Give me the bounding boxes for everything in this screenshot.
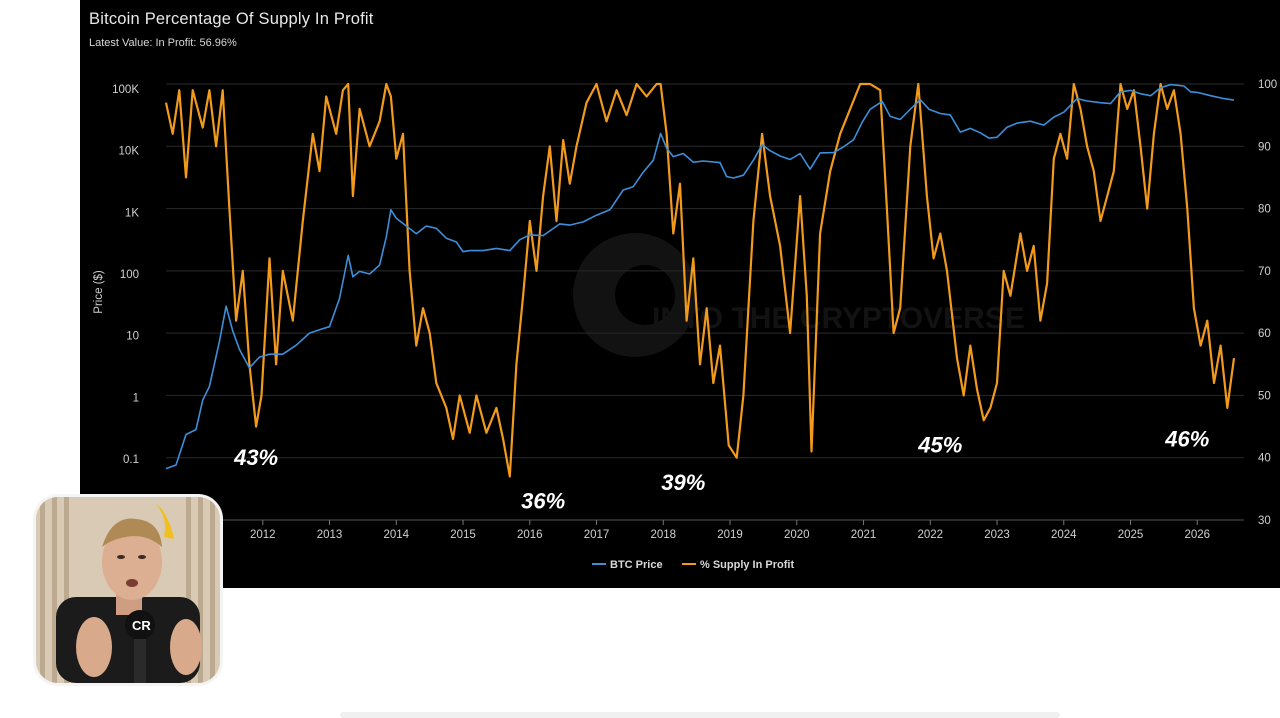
x-tick-label: 2022: [917, 529, 943, 541]
y-right-tick-label: 100: [1258, 79, 1277, 91]
presenter-video: CR: [36, 497, 220, 683]
x-tick-label: 2016: [517, 529, 543, 541]
chart-panel: Bitcoin Percentage Of Supply In Profit L…: [80, 0, 1280, 588]
cycle-low-annotation: 36%: [521, 489, 565, 514]
y-right-tick-label: 60: [1258, 328, 1271, 340]
series-layer: [164, 82, 1236, 478]
webcam-overlay: CR: [36, 497, 220, 683]
annotations: 43% 36% 39% 45% 46%: [233, 426, 1209, 513]
bottom-scroll-hint: [340, 712, 1060, 718]
x-tick-label: 2021: [851, 529, 877, 541]
cycle-low-annotation: 46%: [1164, 426, 1209, 451]
y-left-tick-label: 1: [133, 392, 139, 404]
legend-label-btc-price[interactable]: BTC Price: [610, 559, 663, 571]
y-left-tick-label: 1K: [125, 207, 139, 219]
series-line-supply-in-profit: [164, 82, 1236, 478]
x-tick-label: 2024: [1051, 529, 1077, 541]
x-tick-label: 2026: [1184, 529, 1210, 541]
y-left-tick-label: 10K: [119, 146, 140, 158]
series-line-btc-price: [165, 83, 1235, 470]
y-right-tick-label: 40: [1258, 453, 1271, 465]
x-tick-label: 2015: [450, 529, 476, 541]
x-tick-label: 2014: [383, 529, 409, 541]
axes: 100 90 80 70 60 50 40 30 100K 10K 1K 100 10 1 0.1 Price…: [93, 79, 1277, 541]
x-tick-label: 2020: [784, 529, 810, 541]
x-tick-label: 2018: [650, 529, 676, 541]
y-right-tick-label: 30: [1258, 515, 1271, 527]
x-tick-label: 2013: [317, 529, 343, 541]
watermark-logo: INTO THE CRYPTOVERSE: [573, 233, 1025, 357]
latest-value: In Profit: 56.96%: [155, 37, 237, 49]
y-right-tick-label: 50: [1258, 390, 1271, 402]
x-tick-label: 2025: [1118, 529, 1144, 541]
chart-title: Bitcoin Percentage Of Supply In Profit: [89, 10, 374, 28]
y-right-tick-label: 90: [1258, 141, 1271, 153]
cycle-low-annotation: 39%: [661, 470, 705, 495]
y-left-tick-label: 100: [120, 269, 139, 281]
svg-text:CR: CR: [132, 618, 151, 633]
grid: [166, 83, 1244, 459]
y-left-tick-label: 100K: [112, 84, 139, 96]
legend-label-supply-in-profit[interactable]: % Supply In Profit: [700, 559, 794, 571]
cycle-low-annotation: 45%: [917, 433, 962, 458]
x-tick-label: 2023: [984, 529, 1010, 541]
x-tick-label: 2017: [584, 529, 610, 541]
y-left-tick-label: 10: [126, 331, 139, 343]
chart-svg: INTO THE CRYPTOVERSE 1009080706050403010…: [93, 79, 1277, 571]
watermark-text: INTO THE CRYPTOVERSE: [652, 302, 1025, 335]
chart-subtitle: Latest Value: In Profit: 56.96%: [89, 37, 237, 49]
y-right-tick-label: 80: [1258, 204, 1271, 216]
x-tick-label: 2019: [717, 529, 743, 541]
cycle-low-annotation: 43%: [233, 445, 278, 470]
subtitle-prefix: Latest Value:: [89, 37, 156, 49]
y-right-tick-label: 70: [1258, 266, 1271, 278]
y-left-axis-label: Price ($): [93, 270, 105, 314]
legend: BTC Price % Supply In Profit: [592, 559, 794, 571]
x-tick-label: 2012: [250, 529, 276, 541]
y-left-tick-label: 0.1: [123, 454, 139, 466]
